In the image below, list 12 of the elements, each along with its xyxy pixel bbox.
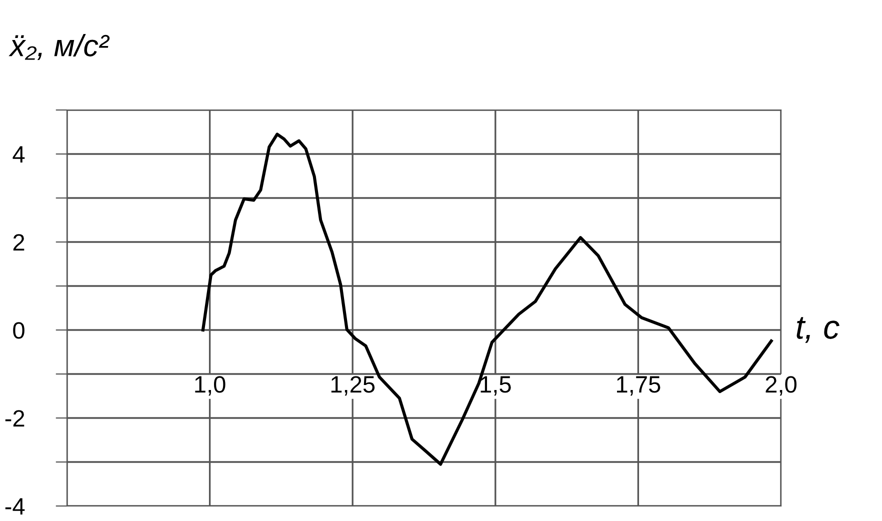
- y-tick-label: -4: [5, 498, 25, 515]
- x-tick-label: 1,25: [331, 376, 375, 396]
- x-axis-title: t, с: [796, 317, 840, 343]
- x-tick-label: 1,75: [617, 376, 660, 396]
- y-axis-title: ẍ₂, м/с²: [8, 34, 110, 60]
- y-tick-label: 0: [13, 322, 24, 339]
- x-tick-label: 2,0: [766, 376, 796, 396]
- y-tick-label: 4: [12, 146, 25, 163]
- y-tick-label: -2: [5, 410, 24, 427]
- x-tick-label: 1,0: [195, 376, 226, 396]
- x-tick-label: 1,5: [480, 376, 511, 396]
- y-tick-label: 2: [13, 234, 24, 251]
